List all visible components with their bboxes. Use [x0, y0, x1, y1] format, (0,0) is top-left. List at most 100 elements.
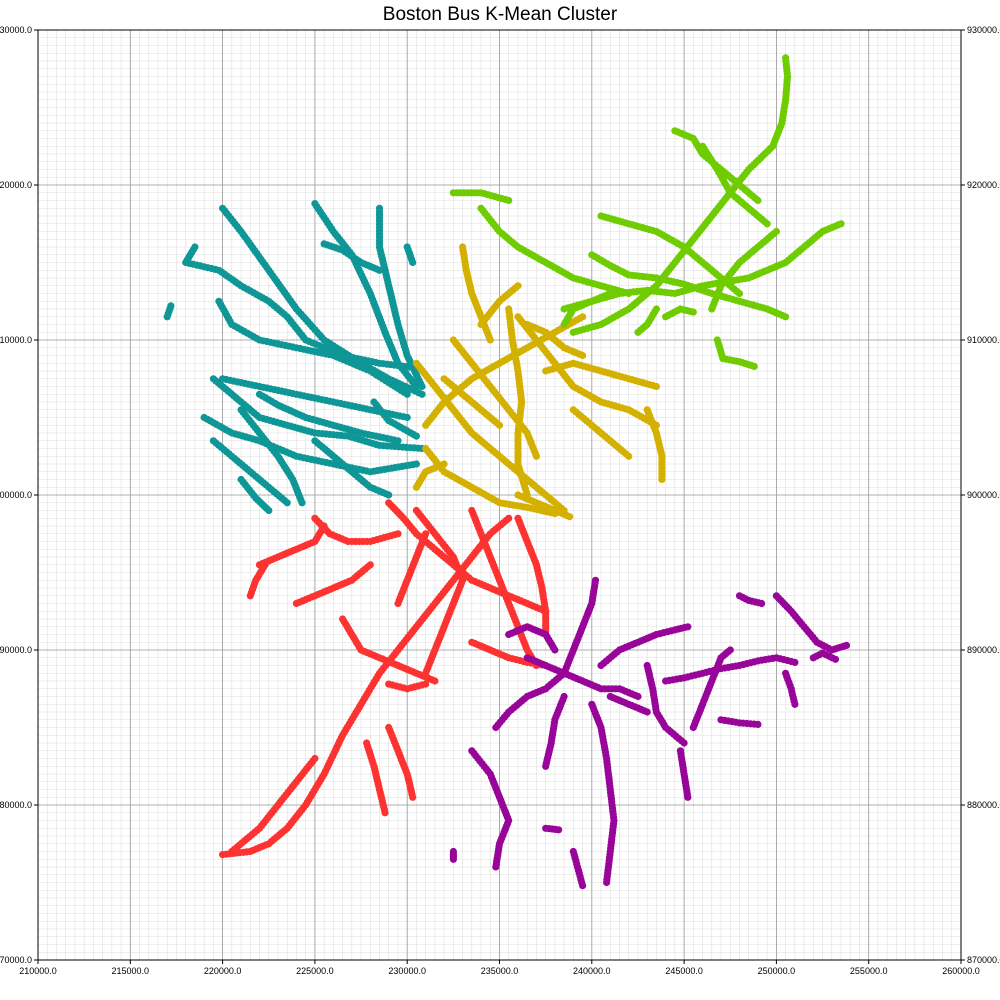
y-tick-label-right: 930000.0 [967, 25, 1000, 35]
data-point [625, 452, 633, 460]
data-point [431, 677, 439, 685]
data-point [555, 826, 563, 834]
data-point [652, 382, 661, 391]
data-point [603, 878, 611, 887]
data-point [492, 863, 500, 871]
data-point [394, 437, 402, 445]
x-tick-label: 240000.0 [573, 966, 611, 976]
data-point [412, 432, 420, 440]
cluster-1 [163, 200, 426, 515]
cluster-4 [219, 499, 550, 859]
data-point [505, 196, 513, 205]
data-point [418, 390, 426, 398]
y-tick-label-left: 920000.0 [0, 180, 32, 190]
y-tick-label-right: 920000.0 [967, 180, 1000, 190]
x-tick-label: 230000.0 [388, 966, 426, 976]
y-tick-label-right: 880000.0 [967, 800, 1000, 810]
data-point [409, 258, 417, 267]
data-point [409, 793, 417, 801]
data-point [634, 692, 642, 701]
data-point [449, 855, 457, 863]
data-point [625, 289, 633, 298]
data-point [385, 491, 393, 499]
data-point [763, 220, 771, 228]
data-point [532, 452, 541, 460]
y-tick-label-left: 910000.0 [0, 335, 32, 345]
data-point [566, 513, 574, 521]
data-point [842, 641, 851, 650]
y-tick-label-left: 870000.0 [0, 955, 32, 965]
data-point [403, 390, 411, 398]
data-point [750, 362, 758, 370]
y-tick-label-right: 870000.0 [967, 955, 1000, 965]
data-point [542, 762, 550, 770]
data-point [689, 308, 697, 316]
data-point [366, 561, 374, 569]
x-tick-label: 260000.0 [942, 966, 980, 976]
data-point [606, 289, 614, 298]
data-point [375, 266, 384, 274]
x-tick-label: 220000.0 [204, 966, 242, 976]
y-tick-label-left: 890000.0 [0, 645, 32, 655]
data-point [684, 793, 692, 801]
data-point [758, 599, 766, 608]
data-point [754, 196, 762, 205]
cluster-2 [412, 243, 666, 521]
data-point [298, 499, 306, 507]
cluster-3 [449, 54, 845, 370]
x-tick-label: 250000.0 [758, 966, 796, 976]
data-point [684, 623, 692, 631]
data-point [418, 382, 426, 391]
data-point [261, 561, 269, 569]
axis-ticks: 210000.0 215000.0 220000.0 225000.0 230000.0… [0, 25, 1000, 976]
data-point [658, 475, 666, 484]
data-point [772, 227, 781, 236]
data-point [680, 739, 688, 747]
data-point [579, 313, 587, 321]
x-tick-label: 215000.0 [112, 966, 150, 976]
data-point [754, 720, 762, 729]
data-point [505, 514, 513, 522]
data-point [560, 305, 568, 313]
y-tick-label-right: 890000.0 [967, 645, 1000, 655]
data-point [394, 530, 402, 538]
chart-title: Boston Bus K-Mean Cluster [382, 4, 618, 25]
data-point [283, 499, 291, 507]
data-point [495, 421, 504, 429]
data-point [311, 754, 319, 763]
data-point [726, 646, 734, 654]
data-point [643, 708, 651, 716]
data-point [735, 289, 744, 298]
x-tick-label: 235000.0 [481, 966, 519, 976]
data-point [514, 282, 522, 290]
cluster-points [163, 54, 851, 890]
data-point [492, 723, 500, 732]
data-point [791, 700, 799, 708]
data-point [422, 680, 430, 688]
x-tick-label: 210000.0 [19, 966, 57, 976]
data-point [412, 460, 420, 468]
data-point [381, 809, 389, 817]
data-point [652, 305, 661, 313]
y-tick-label-left: 880000.0 [0, 800, 32, 810]
x-tick-label: 255000.0 [850, 966, 888, 976]
data-point [505, 630, 513, 639]
y-tick-label-left: 930000.0 [0, 25, 32, 35]
data-point [440, 460, 448, 468]
y-tick-label-right: 910000.0 [967, 335, 1000, 345]
x-tick-label: 245000.0 [665, 966, 703, 976]
data-point [579, 351, 587, 360]
y-tick-label-left: 900000.0 [0, 490, 32, 500]
data-point [265, 506, 273, 515]
y-tick-label-right: 900000.0 [967, 490, 1000, 500]
data-point [831, 655, 840, 663]
data-point [579, 882, 587, 890]
x-tick-label: 225000.0 [296, 966, 334, 976]
data-point [403, 413, 411, 422]
data-point [167, 302, 175, 310]
data-point [791, 658, 799, 667]
data-point [486, 336, 494, 344]
data-point [782, 313, 790, 321]
data-point [569, 328, 577, 336]
